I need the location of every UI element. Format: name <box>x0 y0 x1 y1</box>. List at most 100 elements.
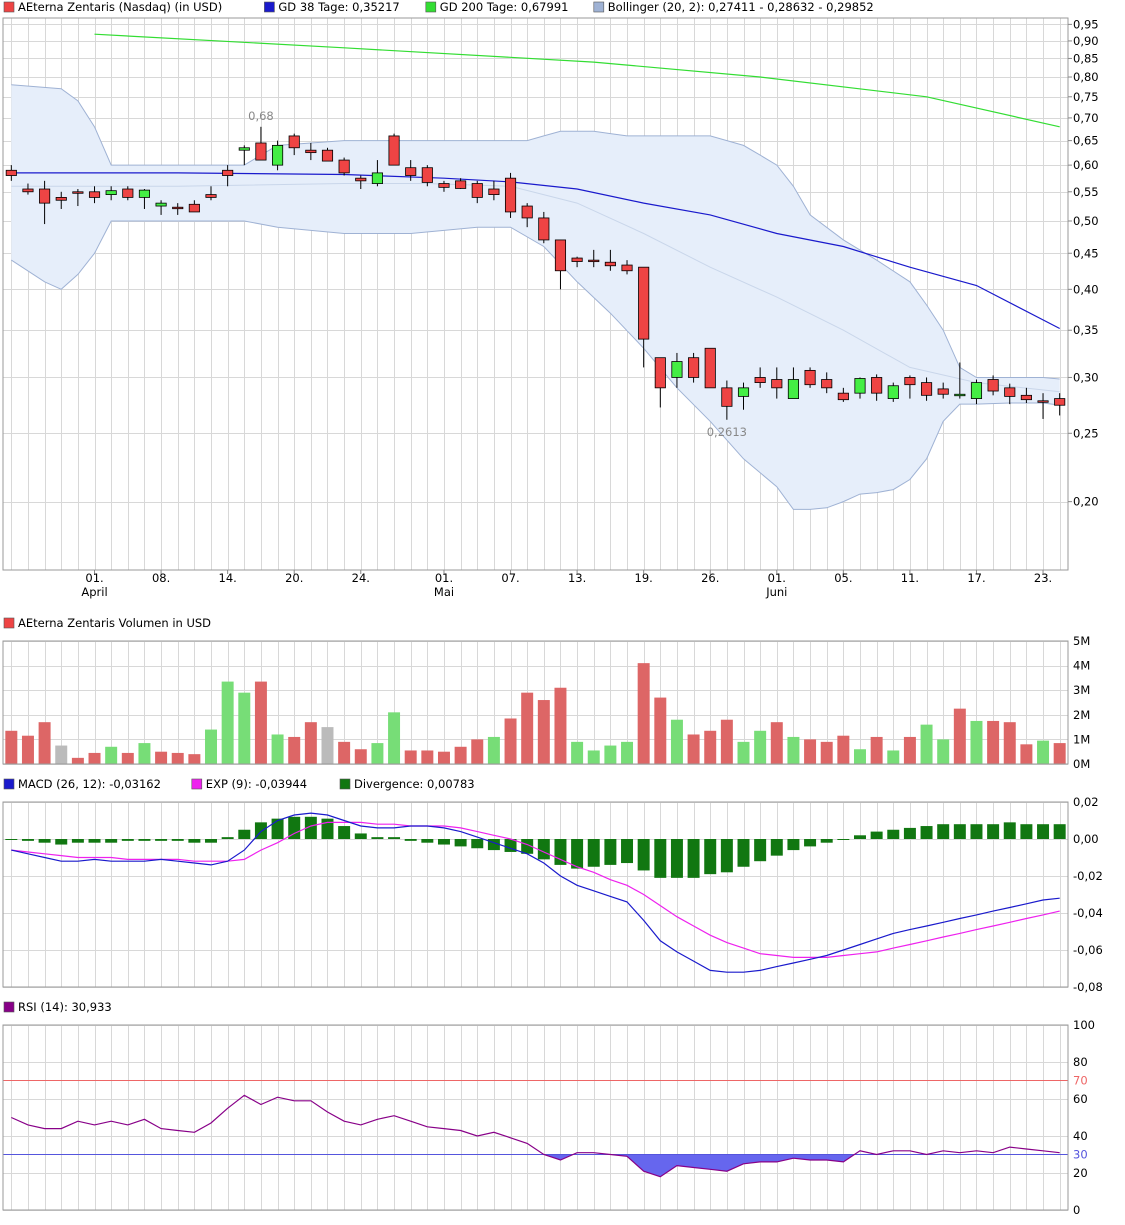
candle-body <box>920 382 933 396</box>
volume-bar <box>471 739 484 764</box>
bollinger-middle-line <box>11 183 1060 393</box>
divergence-bar <box>188 839 201 843</box>
divergence-bar <box>537 839 550 860</box>
x-tick-label: 14. <box>219 571 237 585</box>
divergence-bar <box>338 826 351 839</box>
divergence-bar <box>71 839 84 843</box>
candle-body <box>272 144 284 166</box>
y-tick-label: 100 <box>1073 1018 1095 1032</box>
volume-bar <box>21 735 34 764</box>
y-tick-label: 0 <box>1073 1203 1080 1217</box>
y-tick-label: 0,65 <box>1073 134 1099 148</box>
volume-bar <box>554 687 567 764</box>
volume-bar <box>804 739 817 764</box>
divergence-bar <box>238 829 251 839</box>
legend-swatch <box>191 778 203 790</box>
legend-label: Divergence: 0,00783 <box>354 777 475 791</box>
legend-swatch <box>425 1 437 13</box>
divergence-bar <box>737 839 750 867</box>
panel-frame <box>2 17 1069 571</box>
legend-swatch <box>3 778 15 790</box>
divergence-bar <box>105 839 118 843</box>
x-tick-label: 17. <box>967 571 985 585</box>
rsi-panel: RSI (14): 30,933 0 20 40 60 80 100 70 30 <box>2 1000 1095 1217</box>
divergence-bar <box>521 839 534 854</box>
candle-body <box>621 264 633 272</box>
volume-bar <box>937 739 950 764</box>
candle-body <box>321 149 334 162</box>
volume-bar <box>437 751 450 764</box>
candle-body <box>571 257 583 262</box>
candle-body <box>638 266 650 340</box>
candle-body <box>188 203 200 213</box>
candle-body <box>39 188 51 204</box>
volume-bar <box>870 736 883 764</box>
divergence-bar <box>321 818 334 839</box>
candle-body <box>704 347 716 389</box>
y-tick-label: 1M <box>1073 732 1090 746</box>
divergence-bar <box>903 827 916 839</box>
volume-bar <box>820 741 833 764</box>
divergence-bar <box>754 839 767 862</box>
divergence-bar <box>970 824 983 839</box>
volume-bar <box>155 751 168 764</box>
divergence-bar <box>820 839 833 843</box>
candle-body <box>222 169 234 176</box>
volume-bar <box>88 752 101 764</box>
divergence-bar <box>654 839 667 878</box>
legend-label: RSI (14): 30,933 <box>18 1000 112 1014</box>
bollinger-lower-line <box>11 220 1060 510</box>
x-tick-label: 05. <box>834 571 852 585</box>
y-tick-label: 0,02 <box>1073 795 1099 809</box>
candle-body <box>88 191 101 198</box>
legend-label: MACD (26, 12): -0,03162 <box>18 777 161 791</box>
volume-bar <box>1037 740 1050 764</box>
y-tick-label: 0,45 <box>1073 246 1099 260</box>
candle-body <box>721 387 733 407</box>
candle-body <box>588 259 600 263</box>
volume-bar <box>970 720 983 764</box>
x-tick-label: 01. <box>435 571 453 585</box>
divergence-bar <box>587 839 600 867</box>
candle-body <box>688 357 700 378</box>
x-tick-label: 23. <box>1034 571 1052 585</box>
candle-body <box>122 188 134 198</box>
divergence-bar <box>138 839 151 841</box>
volume-bar <box>571 741 584 764</box>
x-tick-label: 08. <box>152 571 170 585</box>
candle-body <box>504 177 517 213</box>
ma200-line <box>94 33 1060 128</box>
volume-bar <box>770 722 783 764</box>
macd-panel: MACD (26, 12): -0,03162 EXP (9): -0,03944… <box>2 777 1103 994</box>
y-tick-label: 40 <box>1073 1129 1088 1143</box>
macd-line <box>11 812 1060 973</box>
candle-body <box>804 369 816 386</box>
divergence-bar <box>121 839 134 841</box>
divergence-bar <box>504 839 517 852</box>
volume-bar <box>587 750 600 764</box>
candle-body <box>388 135 400 166</box>
divergence-bar <box>155 839 168 841</box>
y-tick-label: 0,20 <box>1073 495 1099 509</box>
y-tick-label: 0,35 <box>1073 323 1099 337</box>
divergence-bar <box>720 839 733 873</box>
legend-swatch <box>264 1 275 13</box>
candle-body <box>421 167 433 183</box>
candle-body <box>255 142 267 161</box>
volume-bar <box>687 734 700 764</box>
volume-panel: AEterna Zentaris Volumen in USD 0M 1M 2M 3M 4… <box>2 616 1090 771</box>
divergence-bar <box>687 839 700 878</box>
candle-body <box>871 377 883 394</box>
candle-body <box>937 388 949 395</box>
y-tick-label: 60 <box>1073 1092 1088 1106</box>
volume-bar <box>5 730 18 764</box>
legend-swatch <box>3 1 15 13</box>
volume-bar <box>38 722 51 764</box>
legend-swatch <box>3 1001 15 1013</box>
y-tick-label: 3M <box>1073 683 1090 697</box>
y-tick-label: 80 <box>1073 1055 1088 1069</box>
volume-bar <box>720 719 733 764</box>
y-tick-label: 5M <box>1073 634 1090 648</box>
panel-frame <box>2 801 1069 988</box>
